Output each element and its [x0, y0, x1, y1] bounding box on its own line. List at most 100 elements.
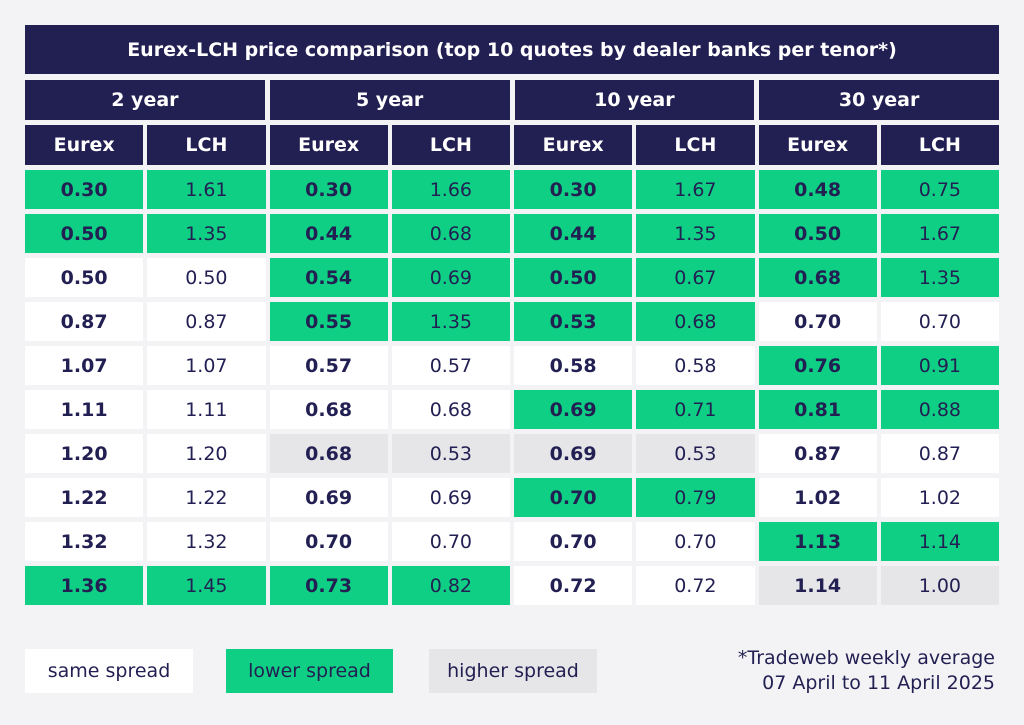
column-header-lch: LCH — [147, 125, 266, 165]
cell-lch: 1.20 — [147, 434, 266, 473]
cell-lch: 0.70 — [880, 302, 999, 341]
cell-eurex: 0.68 — [269, 390, 388, 429]
cell-lch: 1.14 — [880, 522, 999, 561]
cell-eurex: 0.30 — [269, 170, 388, 209]
cell-lch: 0.58 — [636, 346, 755, 385]
cell-lch: 0.68 — [391, 214, 510, 253]
cell-eurex: 0.54 — [269, 258, 388, 297]
cell-lch: 0.87 — [147, 302, 266, 341]
table-title: Eurex-LCH price comparison (top 10 quote… — [25, 25, 999, 74]
column-header-lch: LCH — [391, 125, 510, 165]
cell-lch: 0.53 — [636, 434, 755, 473]
tenor-header-10y: 10 year — [514, 80, 755, 120]
cell-eurex: 0.53 — [514, 302, 633, 341]
cell-lch: 0.72 — [636, 566, 755, 605]
cell-eurex: 0.50 — [758, 214, 877, 253]
column-header-eurex: Eurex — [269, 125, 388, 165]
cell-eurex: 0.87 — [25, 302, 144, 341]
cell-eurex: 0.69 — [514, 390, 633, 429]
cell-eurex: 0.68 — [758, 258, 877, 297]
cell-lch: 0.68 — [636, 302, 755, 341]
cell-eurex: 0.87 — [758, 434, 877, 473]
cell-lch: 0.69 — [391, 478, 510, 517]
cell-eurex: 0.73 — [269, 566, 388, 605]
cell-lch: 1.61 — [147, 170, 266, 209]
cell-lch: 0.70 — [391, 522, 510, 561]
cell-lch: 0.70 — [636, 522, 755, 561]
cell-lch: 0.71 — [636, 390, 755, 429]
cell-lch: 1.00 — [880, 566, 999, 605]
cell-lch: 0.82 — [391, 566, 510, 605]
column-header-lch: LCH — [636, 125, 755, 165]
cell-eurex: 0.55 — [269, 302, 388, 341]
tenor-header-2y: 2 year — [25, 80, 265, 120]
cell-eurex: 0.30 — [514, 170, 633, 209]
cell-lch: 1.66 — [391, 170, 510, 209]
footnote: *Tradeweb weekly average 07 April to 11 … — [738, 646, 995, 696]
cell-lch: 1.35 — [636, 214, 755, 253]
column-header-eurex: Eurex — [758, 125, 877, 165]
cell-eurex: 0.58 — [514, 346, 633, 385]
cell-lch: 1.67 — [636, 170, 755, 209]
cell-lch: 1.35 — [880, 258, 999, 297]
cell-lch: 0.75 — [880, 170, 999, 209]
cell-eurex: 1.32 — [25, 522, 144, 561]
cell-lch: 1.45 — [147, 566, 266, 605]
footnote-period: 07 April to 11 April 2025 — [762, 672, 995, 694]
cell-lch: 0.88 — [880, 390, 999, 429]
cell-lch: 1.07 — [147, 346, 266, 385]
cell-eurex: 1.36 — [25, 566, 144, 605]
column-header-row: Eurex LCH Eurex LCH Eurex LCH Eurex LCH — [25, 125, 999, 165]
cell-eurex: 0.44 — [514, 214, 633, 253]
cell-eurex: 0.50 — [514, 258, 633, 297]
cell-eurex: 0.44 — [269, 214, 388, 253]
cell-lch: 0.79 — [636, 478, 755, 517]
cell-eurex: 1.22 — [25, 478, 144, 517]
cell-eurex: 0.30 — [25, 170, 144, 209]
cell-lch: 0.68 — [391, 390, 510, 429]
cell-lch: 1.11 — [147, 390, 266, 429]
cell-eurex: 0.57 — [269, 346, 388, 385]
cell-lch: 1.02 — [880, 478, 999, 517]
footnote-source: *Tradeweb weekly average — [737, 647, 995, 669]
cell-lch: 0.50 — [147, 258, 266, 297]
cell-lch: 0.91 — [880, 346, 999, 385]
cell-eurex: 0.72 — [514, 566, 633, 605]
cell-eurex: 1.13 — [758, 522, 877, 561]
cell-lch: 1.22 — [147, 478, 266, 517]
price-grid: 0.30 1.61 0.30 1.66 0.30 1.67 0.48 0.75 0.50 1.35… — [25, 170, 999, 605]
cell-eurex: 0.69 — [269, 478, 388, 517]
legend-same-spread: same spread — [25, 649, 193, 693]
tenor-header-30y: 30 year — [759, 80, 999, 120]
cell-eurex: 0.76 — [758, 346, 877, 385]
cell-eurex: 1.07 — [25, 346, 144, 385]
cell-eurex: 0.50 — [25, 258, 144, 297]
cell-eurex: 0.70 — [758, 302, 877, 341]
legend-higher-spread: higher spread — [429, 649, 597, 693]
cell-eurex: 0.70 — [514, 478, 633, 517]
tenor-header-row: 2 year 5 year 10 year 30 year — [25, 80, 999, 120]
cell-eurex: 1.02 — [758, 478, 877, 517]
cell-eurex: 1.20 — [25, 434, 144, 473]
cell-lch: 0.67 — [636, 258, 755, 297]
cell-lch: 1.32 — [147, 522, 266, 561]
column-header-eurex: Eurex — [514, 125, 633, 165]
cell-lch: 0.69 — [391, 258, 510, 297]
cell-eurex: 0.70 — [269, 522, 388, 561]
column-header-eurex: Eurex — [25, 125, 144, 165]
cell-eurex: 0.68 — [269, 434, 388, 473]
cell-lch: 1.35 — [147, 214, 266, 253]
cell-lch: 1.35 — [391, 302, 510, 341]
column-header-lch: LCH — [880, 125, 999, 165]
cell-eurex: 0.81 — [758, 390, 877, 429]
cell-eurex: 0.48 — [758, 170, 877, 209]
cell-lch: 0.53 — [391, 434, 510, 473]
cell-lch: 0.57 — [391, 346, 510, 385]
tenor-header-5y: 5 year — [269, 80, 510, 120]
legend-lower-spread: lower spread — [226, 649, 393, 693]
cell-eurex: 1.11 — [25, 390, 144, 429]
cell-eurex: 0.50 — [25, 214, 144, 253]
cell-eurex: 1.14 — [758, 566, 877, 605]
cell-lch: 0.87 — [880, 434, 999, 473]
cell-eurex: 0.70 — [514, 522, 633, 561]
